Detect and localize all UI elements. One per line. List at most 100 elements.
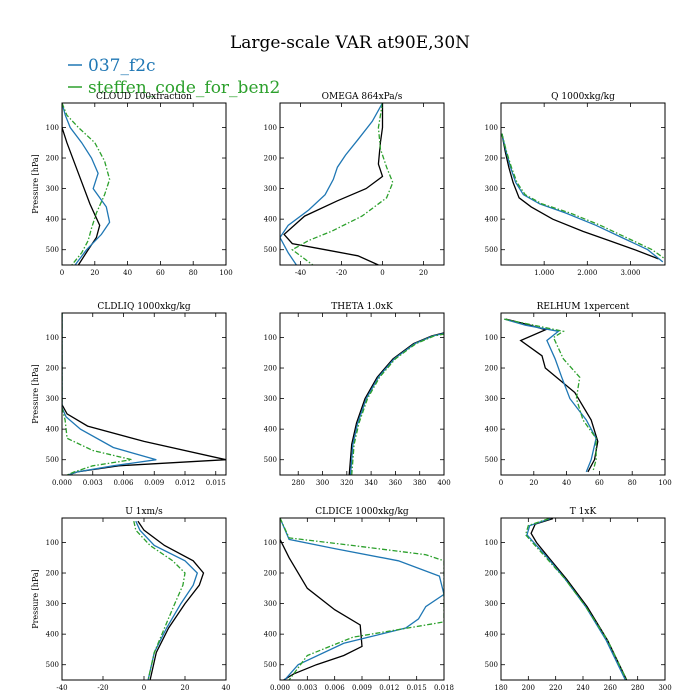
panel-3-ytick-label: 200: [46, 365, 59, 373]
panel-5-ytick-label: 200: [485, 365, 498, 373]
panel-3-ytick-label: 500: [46, 456, 59, 464]
panel-8-series-0: [530, 518, 628, 680]
panel-7-xtick-label: 0.009: [352, 684, 372, 692]
panel-4-ytick-label: 100: [264, 334, 277, 342]
panel-4-ytick-label: 300: [264, 395, 277, 403]
legend-label-1: steffen_code_for_ben2: [88, 78, 280, 98]
panel-8-ytick-label: 100: [485, 539, 498, 547]
panel-4-xtick-label: 400: [437, 479, 450, 487]
panel-3-frame: [61, 312, 227, 476]
panel-6-series-1: [135, 520, 199, 680]
legend-label-0: 037_f2c: [88, 56, 156, 76]
panel-3-xtick-label: 0.000: [52, 479, 72, 487]
panel-3-ylabel: Pressure [hPa]: [31, 364, 40, 424]
panel-5-ytick-label: 300: [485, 395, 498, 403]
panel-1-series-2: [291, 103, 394, 265]
panel-1-series-1: [280, 103, 384, 265]
panel-5-series-2: [504, 318, 597, 473]
panel-5: RELHUM 1xpercent 0 20 40 60 80 100 100 200 300 400…: [485, 302, 672, 487]
panel-8-xtick-label: 220: [549, 684, 562, 692]
panel-6-ytick-label: 300: [46, 600, 59, 608]
panel-3-ytick-label: 400: [46, 426, 59, 434]
panel-1: OMEGA 864xPa/s -40 -20 0 20 100 200 300 400 500: [264, 92, 445, 277]
panel-7-ytick-label: 300: [264, 600, 277, 608]
panel-8-ytick-label: 400: [485, 631, 498, 639]
panel-0: CLOUD 100xfraction 0 20 40 60 80 100 100 200 300 4…: [31, 92, 233, 277]
panel-7: CLDICE 1000xkg/kg 0.000 0.003 0.006 0.009 0.0…: [264, 507, 454, 692]
panel-7-ytick-label: 400: [264, 631, 277, 639]
panel-3-title: CLDLIQ 1000xkg/kg: [97, 302, 191, 312]
panel-2-xtick-label: 1.000: [534, 269, 554, 277]
panel-5-series-1: [504, 318, 597, 473]
panel-8-xtick-label: 240: [576, 684, 589, 692]
panel-4-xtick-label: 280: [292, 479, 305, 487]
panel-0-ytick-label: 300: [46, 185, 59, 193]
panel-6-ylabel: Pressure [hPa]: [31, 569, 40, 629]
panel-0-xtick-label: 20: [90, 269, 99, 277]
panel-8-ytick-label: 300: [485, 600, 498, 608]
panel-4-xtick-label: 340: [364, 479, 377, 487]
panel-2-ytick-label: 300: [485, 185, 498, 193]
panel-3-xtick-label: 0.009: [144, 479, 164, 487]
panel-4-frame: [279, 312, 445, 476]
panel-2-frame: [500, 102, 666, 266]
panel-7-xtick-label: 0.018: [434, 684, 454, 692]
panel-3-ytick-label: 100: [46, 334, 59, 342]
panel-6-ytick-label: 400: [46, 631, 59, 639]
panel-2-series-2: [501, 133, 665, 260]
panel-1-ytick-label: 100: [264, 124, 277, 132]
legend: 037_f2c steffen_code_for_ben2: [68, 56, 280, 98]
panel-7-title: CLDICE 1000xkg/kg: [315, 507, 409, 517]
panel-3-ytick-label: 300: [46, 395, 59, 403]
panel-0-ytick-label: 400: [46, 216, 59, 224]
panel-8: T 1xK 180 200 220 240 260 280 300 100 200 300 400 50…: [485, 507, 672, 692]
panel-5-xtick-label: 20: [529, 479, 538, 487]
panel-0-ytick-label: 500: [46, 246, 59, 254]
panel-5-ytick-label: 400: [485, 426, 498, 434]
panel-8-series-1: [526, 518, 626, 680]
panel-2-series-1: [501, 133, 664, 263]
panel-7-ytick-label: 500: [264, 661, 277, 669]
panel-8-series-2: [524, 518, 628, 680]
panel-1-ytick-label: 500: [264, 246, 277, 254]
panel-8-xtick-label: 180: [494, 684, 507, 692]
panel-5-series-0: [505, 318, 599, 473]
panel-2-series-0: [501, 133, 659, 260]
panel-7-series-2: [280, 518, 444, 680]
panel-6-xtick-label: -20: [97, 684, 108, 692]
panel-4-xtick-label: 320: [340, 479, 353, 487]
panel-5-xtick-label: 40: [562, 479, 571, 487]
panel-0-title: CLOUD 100xfraction: [96, 92, 192, 102]
panel-7-xtick-label: 0.006: [325, 684, 346, 692]
panel-2-ytick-label: 400: [485, 216, 498, 224]
panel-4-xtick-label: 380: [413, 479, 426, 487]
panel-2-ytick-label: 200: [485, 155, 498, 163]
panel-1-ytick-label: 400: [264, 216, 277, 224]
panel-0-xtick-label: 0: [60, 269, 64, 277]
panel-0-frame: [61, 102, 227, 266]
panel-7-ytick-label: 100: [264, 539, 277, 547]
panel-0-series-1: [62, 103, 111, 265]
panel-3: CLDLIQ 1000xkg/kg 0.000 0.003 0.006 0.009 0.0…: [31, 302, 227, 487]
panel-4-ytick-label: 500: [264, 456, 277, 464]
panel-2-ytick-label: 500: [485, 246, 498, 254]
panel-7-xtick-label: 0.015: [407, 684, 427, 692]
panel-6-xtick-label: 0: [142, 684, 146, 692]
panel-5-frame: [500, 312, 666, 476]
panel-4-ytick-label: 400: [264, 426, 277, 434]
panel-7-ytick-label: 200: [264, 570, 277, 578]
panel-8-ytick-label: 200: [485, 570, 498, 578]
panel-5-ytick-label: 500: [485, 456, 498, 464]
panel-7-series-0: [280, 518, 363, 680]
panel-5-xtick-label: 100: [658, 479, 671, 487]
panel-6-title: U 1xm/s: [125, 507, 163, 517]
panel-0-ytick-label: 200: [46, 155, 59, 163]
panel-4-xtick-label: 300: [316, 479, 329, 487]
panel-1-xtick-label: -40: [295, 269, 306, 277]
panel-2-xtick-label: 3.000: [620, 269, 640, 277]
panel-7-xtick-label: 0.003: [297, 684, 317, 692]
panel-6-ytick-label: 200: [46, 570, 59, 578]
panel-6-xtick-label: 40: [222, 684, 231, 692]
